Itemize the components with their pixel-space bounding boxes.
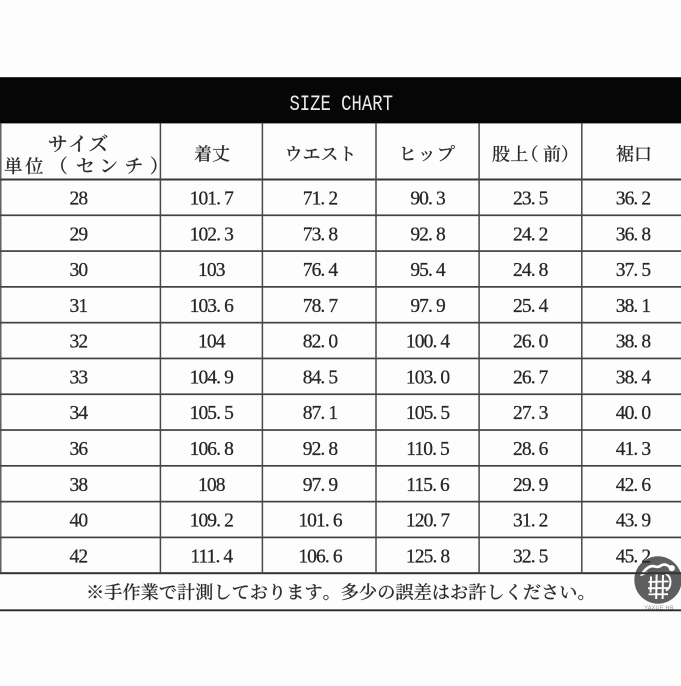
svg-text:106. 6: 106. 6 — [298, 546, 343, 567]
svg-text:103: 103 — [198, 260, 225, 281]
svg-text:111. 4: 111. 4 — [190, 546, 233, 567]
svg-text:105. 5: 105. 5 — [190, 403, 234, 424]
svg-text:27. 3: 27. 3 — [513, 403, 548, 424]
svg-text:120. 7: 120. 7 — [406, 511, 451, 532]
svg-text:36. 2: 36. 2 — [616, 189, 651, 210]
svg-text:104. 9: 104. 9 — [190, 368, 234, 389]
svg-text:31. 2: 31. 2 — [513, 511, 548, 532]
svg-text:45. 2: 45. 2 — [616, 546, 651, 567]
svg-text:28: 28 — [70, 189, 88, 210]
svg-text:41. 3: 41. 3 — [616, 439, 651, 460]
svg-text:105. 5: 105. 5 — [406, 403, 450, 424]
svg-text:25. 4: 25. 4 — [513, 296, 549, 317]
svg-text:24. 8: 24. 8 — [513, 260, 548, 281]
svg-text:95. 4: 95. 4 — [410, 260, 446, 281]
svg-text:YAXUE HB: YAXUE HB — [644, 605, 673, 611]
svg-text:26. 0: 26. 0 — [513, 332, 548, 353]
svg-text:101. 6: 101. 6 — [298, 511, 343, 532]
svg-text:92. 8: 92. 8 — [303, 439, 338, 460]
svg-text:34: 34 — [70, 403, 89, 424]
svg-text:38: 38 — [70, 475, 88, 496]
svg-text:73. 8: 73. 8 — [303, 224, 338, 245]
svg-text:125. 8: 125. 8 — [406, 546, 450, 567]
svg-text:42: 42 — [70, 546, 88, 567]
svg-text:26. 7: 26. 7 — [513, 368, 549, 389]
svg-text:100. 4: 100. 4 — [406, 332, 451, 353]
svg-text:40. 0: 40. 0 — [616, 403, 651, 424]
svg-text:84. 5: 84. 5 — [303, 368, 338, 389]
svg-text:101. 7: 101. 7 — [190, 189, 235, 210]
svg-text:36. 8: 36. 8 — [616, 224, 651, 245]
svg-text:97. 9: 97. 9 — [303, 475, 338, 496]
svg-text:82. 0: 82. 0 — [303, 332, 338, 353]
svg-text:76. 4: 76. 4 — [303, 260, 339, 281]
svg-text:109. 2: 109. 2 — [190, 511, 234, 532]
svg-text:42. 6: 42. 6 — [616, 475, 652, 496]
svg-text:103. 0: 103. 0 — [406, 368, 450, 389]
svg-text:87. 1: 87. 1 — [303, 403, 338, 424]
svg-text:33: 33 — [70, 368, 88, 389]
svg-text:28. 6: 28. 6 — [513, 439, 549, 460]
svg-text:29: 29 — [70, 224, 88, 245]
svg-text:92. 8: 92. 8 — [410, 224, 445, 245]
svg-text:SIZE CHART: SIZE CHART — [289, 92, 393, 117]
svg-text:104: 104 — [198, 332, 226, 353]
svg-text:32. 5: 32. 5 — [513, 546, 548, 567]
svg-text:23. 5: 23. 5 — [513, 189, 548, 210]
svg-text:38. 8: 38. 8 — [616, 332, 651, 353]
svg-text:106. 8: 106. 8 — [190, 439, 234, 460]
svg-text:108: 108 — [198, 475, 225, 496]
svg-text:37. 5: 37. 5 — [616, 260, 651, 281]
svg-text:43. 9: 43. 9 — [616, 511, 651, 532]
svg-text:97. 9: 97. 9 — [410, 296, 445, 317]
svg-text:40: 40 — [70, 511, 88, 532]
svg-text:90. 3: 90. 3 — [410, 189, 445, 210]
svg-text:115. 6: 115. 6 — [406, 475, 450, 496]
svg-text:38. 1: 38. 1 — [616, 296, 651, 317]
svg-text:110. 5: 110. 5 — [406, 439, 449, 460]
svg-text:29. 9: 29. 9 — [513, 475, 548, 496]
svg-text:38. 4: 38. 4 — [616, 368, 652, 389]
svg-text:32: 32 — [70, 332, 88, 353]
svg-text:102. 3: 102. 3 — [190, 224, 234, 245]
svg-text:24. 2: 24. 2 — [513, 224, 548, 245]
svg-text:78. 7: 78. 7 — [303, 296, 339, 317]
svg-text:31: 31 — [70, 296, 88, 317]
svg-text:36: 36 — [70, 439, 89, 460]
svg-text:30: 30 — [70, 260, 88, 281]
svg-text:71. 2: 71. 2 — [303, 189, 338, 210]
svg-text:103. 6: 103. 6 — [190, 296, 235, 317]
